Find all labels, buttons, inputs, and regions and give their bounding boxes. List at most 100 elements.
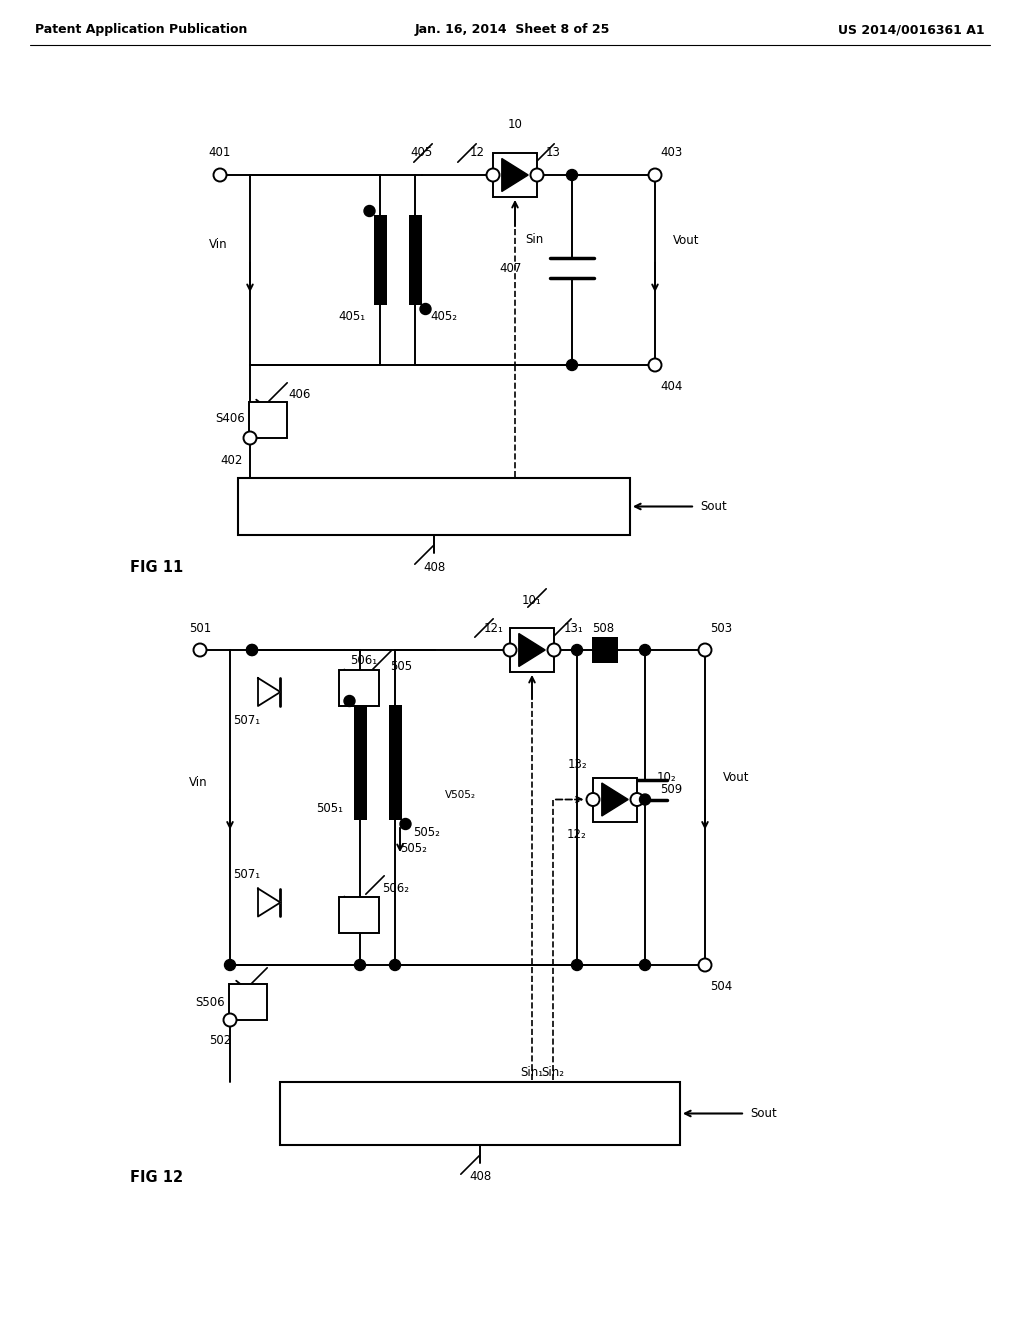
Text: 506₁: 506₁: [350, 653, 377, 667]
Text: 507₁: 507₁: [232, 869, 260, 880]
Polygon shape: [602, 783, 628, 816]
Circle shape: [389, 960, 400, 970]
Circle shape: [400, 818, 411, 829]
Circle shape: [698, 958, 712, 972]
Circle shape: [223, 1014, 237, 1027]
Text: Vin: Vin: [209, 239, 227, 252]
Text: 406: 406: [288, 388, 310, 401]
Text: Vout: Vout: [723, 771, 750, 784]
Text: Vin: Vin: [188, 776, 207, 789]
Text: FIG 12: FIG 12: [130, 1171, 183, 1185]
Bar: [592, 638, 618, 663]
Circle shape: [354, 960, 366, 970]
Circle shape: [648, 359, 662, 371]
Text: 507₁: 507₁: [232, 714, 260, 726]
Text: Jan. 16, 2014  Sheet 8 of 25: Jan. 16, 2014 Sheet 8 of 25: [415, 24, 609, 37]
Text: Sin₂: Sin₂: [542, 1065, 564, 1078]
Circle shape: [571, 960, 583, 970]
Polygon shape: [258, 678, 281, 706]
Circle shape: [420, 304, 431, 314]
Text: Patent Application Publication: Patent Application Publication: [35, 24, 248, 37]
Circle shape: [344, 696, 355, 706]
Text: Sin₁: Sin₁: [520, 1065, 544, 1078]
Bar: [374, 215, 386, 305]
Circle shape: [566, 169, 578, 181]
Circle shape: [213, 169, 226, 181]
Bar: [280, 1082, 680, 1144]
Text: 501: 501: [188, 622, 211, 635]
Text: 505₂: 505₂: [413, 825, 440, 838]
Text: 402: 402: [221, 454, 243, 466]
Circle shape: [504, 644, 516, 656]
Text: 503: 503: [710, 622, 732, 635]
Circle shape: [194, 644, 207, 656]
Circle shape: [587, 793, 599, 807]
Text: 12₁: 12₁: [484, 622, 504, 635]
Circle shape: [247, 644, 257, 656]
Circle shape: [640, 960, 650, 970]
Text: Sin: Sin: [525, 232, 544, 246]
Text: 13: 13: [546, 147, 560, 160]
Text: S406: S406: [215, 412, 245, 425]
Bar: [493, 153, 537, 197]
Circle shape: [571, 644, 583, 656]
Text: 505₂: 505₂: [400, 842, 427, 854]
Circle shape: [530, 169, 544, 181]
Bar: [339, 898, 379, 933]
Text: V505₂: V505₂: [445, 789, 476, 800]
Text: 10₂: 10₂: [657, 771, 677, 784]
Circle shape: [247, 644, 257, 656]
Text: FIG 11: FIG 11: [130, 561, 183, 576]
Bar: [238, 478, 630, 535]
Text: US 2014/0016361 A1: US 2014/0016361 A1: [839, 24, 985, 37]
Text: 10₁: 10₁: [522, 594, 542, 606]
Circle shape: [244, 432, 256, 445]
Text: 404: 404: [660, 380, 682, 393]
Text: 506₂: 506₂: [382, 883, 409, 895]
Text: 401: 401: [209, 147, 231, 160]
Text: 405: 405: [410, 147, 432, 160]
Circle shape: [364, 206, 375, 216]
Bar: [593, 777, 637, 821]
Circle shape: [648, 169, 662, 181]
Text: 407: 407: [500, 261, 522, 275]
Text: Sout: Sout: [700, 500, 727, 513]
Circle shape: [640, 644, 650, 656]
Circle shape: [566, 359, 578, 371]
Bar: [409, 215, 422, 305]
Text: 403: 403: [660, 147, 682, 160]
Text: 504: 504: [710, 981, 732, 994]
Text: 408: 408: [469, 1171, 492, 1184]
Circle shape: [224, 960, 236, 970]
Polygon shape: [519, 634, 545, 667]
Text: 508: 508: [592, 622, 614, 635]
Text: Sout: Sout: [750, 1107, 777, 1119]
Text: 13₂: 13₂: [567, 758, 587, 771]
Text: S506: S506: [196, 995, 225, 1008]
Bar: [510, 628, 554, 672]
Bar: [229, 983, 267, 1020]
Text: 405₁: 405₁: [339, 310, 366, 323]
Text: Vout: Vout: [673, 234, 699, 247]
Text: 505₁: 505₁: [316, 801, 343, 814]
Circle shape: [548, 644, 560, 656]
Circle shape: [631, 793, 643, 807]
Bar: [353, 705, 367, 820]
Bar: [339, 671, 379, 706]
Bar: [249, 403, 287, 438]
Polygon shape: [258, 888, 281, 916]
Polygon shape: [502, 158, 528, 191]
Circle shape: [486, 169, 500, 181]
Text: 12: 12: [469, 147, 484, 160]
Circle shape: [698, 644, 712, 656]
Text: 505: 505: [390, 660, 412, 672]
Text: 502: 502: [209, 1034, 231, 1047]
Text: 405₂: 405₂: [430, 310, 457, 323]
Text: 12₂: 12₂: [567, 828, 587, 841]
Text: 509: 509: [660, 783, 682, 796]
Circle shape: [640, 795, 650, 805]
Text: 13₁: 13₁: [564, 622, 584, 635]
Bar: [388, 705, 401, 820]
Text: 10: 10: [508, 119, 522, 132]
Text: 408: 408: [423, 561, 445, 573]
